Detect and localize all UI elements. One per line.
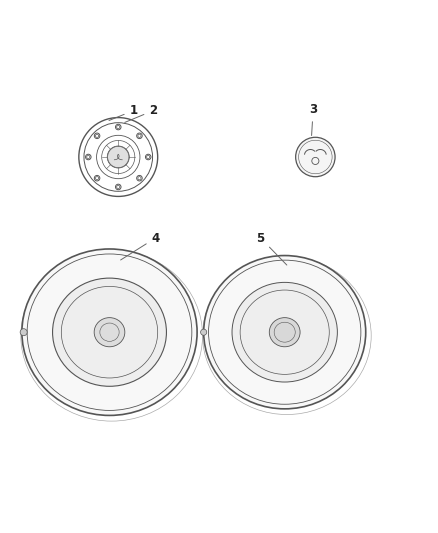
Ellipse shape bbox=[269, 318, 300, 347]
Ellipse shape bbox=[232, 282, 337, 382]
Ellipse shape bbox=[53, 278, 166, 386]
Circle shape bbox=[108, 147, 129, 168]
Text: 5: 5 bbox=[257, 231, 287, 265]
Circle shape bbox=[296, 138, 335, 177]
Ellipse shape bbox=[22, 249, 197, 415]
Circle shape bbox=[20, 329, 27, 336]
Text: 3: 3 bbox=[309, 103, 317, 135]
Text: 1: 1 bbox=[109, 104, 138, 120]
Ellipse shape bbox=[94, 318, 125, 347]
Text: 2: 2 bbox=[125, 104, 157, 123]
Circle shape bbox=[201, 329, 207, 335]
Ellipse shape bbox=[204, 255, 366, 409]
Text: 4: 4 bbox=[120, 231, 159, 260]
